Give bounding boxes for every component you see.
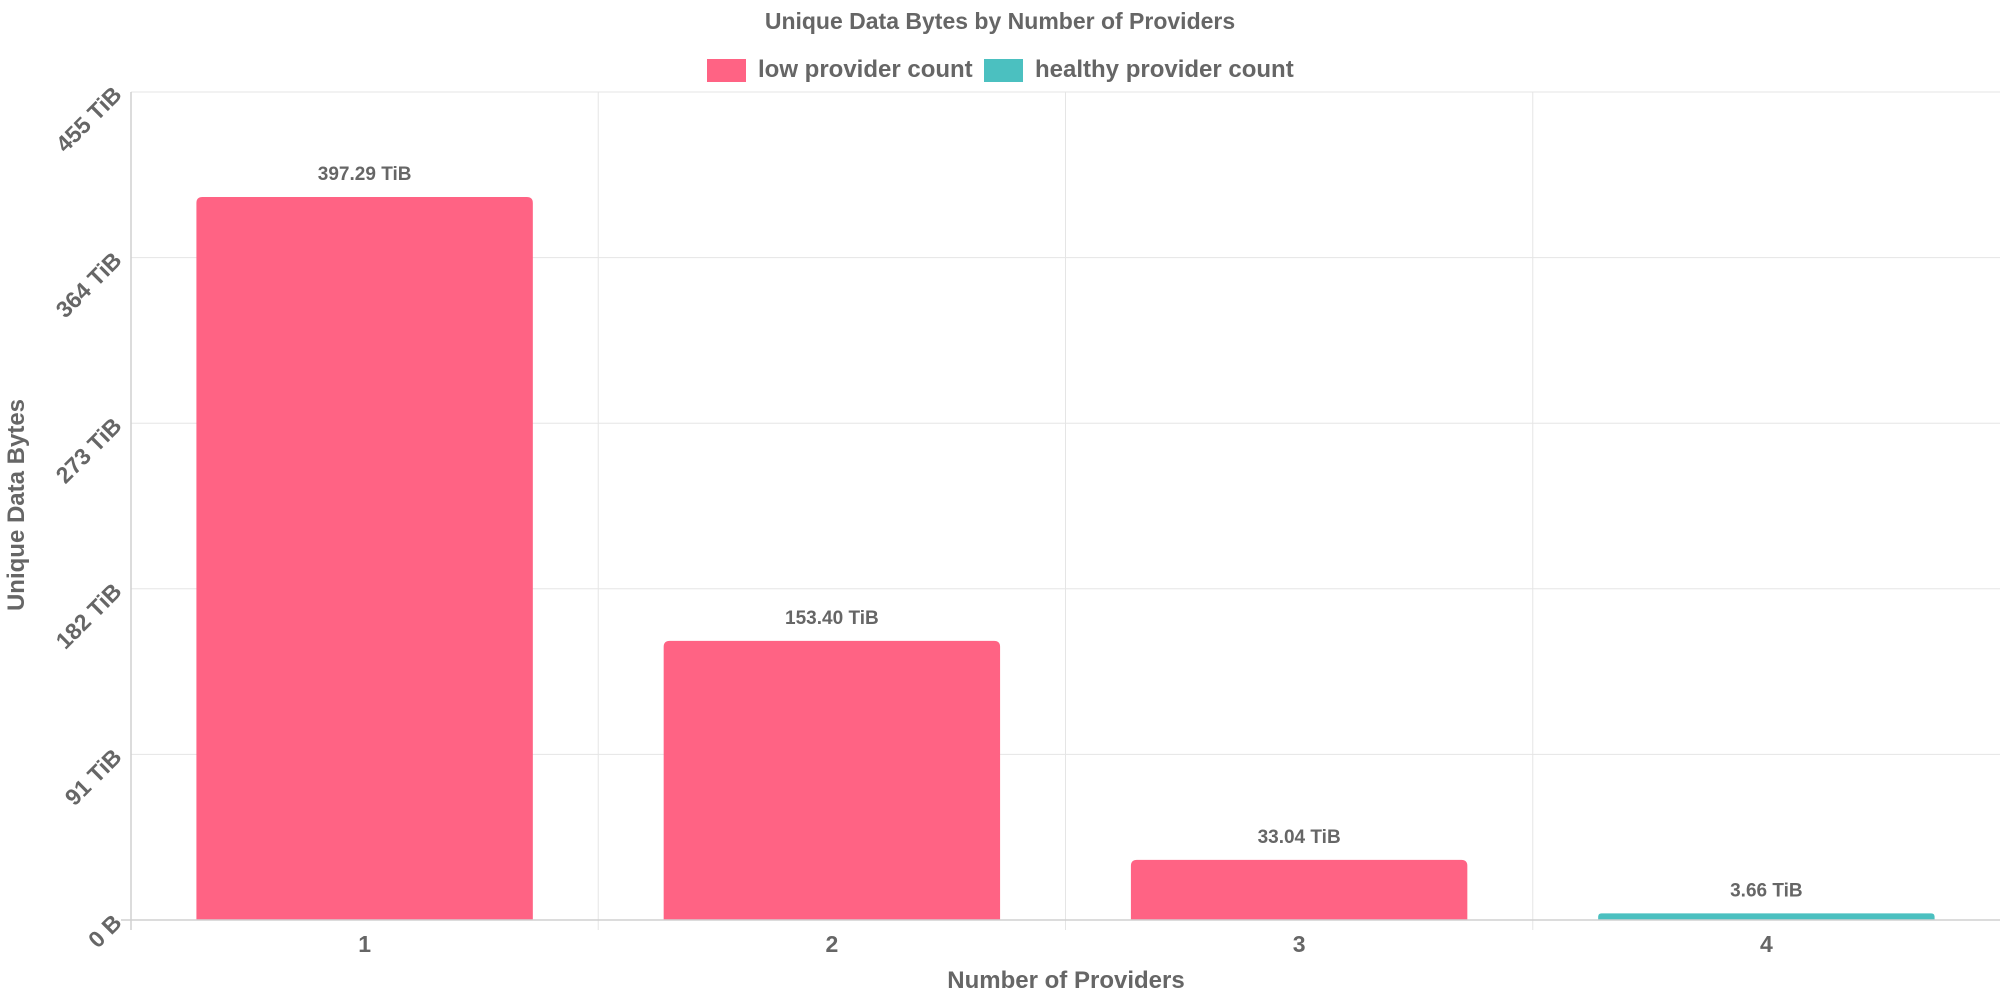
- x-tick-1: 1: [358, 931, 371, 957]
- y-axis-title: Unique Data Bytes: [3, 399, 30, 611]
- legend-label-low-provider-count[interactable]: low provider count: [758, 56, 973, 83]
- x-tick-2: 2: [825, 931, 838, 957]
- axes: [121, 92, 2000, 930]
- legend: low provider count healthy provider coun…: [707, 56, 1294, 83]
- bar-4[interactable]: [1598, 913, 1935, 920]
- y-tick-3: 273 TiB: [51, 412, 127, 488]
- x-axis-ticks: 1 2 3 4: [358, 931, 1773, 957]
- y-tick-4: 364 TiB: [51, 247, 127, 323]
- legend-swatch-healthy-provider-count[interactable]: [984, 59, 1023, 82]
- x-axis-title: Number of Providers: [947, 967, 1184, 994]
- chart-title: Unique Data Bytes by Number of Providers: [765, 8, 1235, 34]
- y-tick-2: 182 TiB: [51, 578, 127, 654]
- x-tick-3: 3: [1293, 931, 1306, 957]
- bars: [196, 197, 1935, 920]
- data-label-1: 397.29 TiB: [318, 164, 412, 185]
- y-tick-5: 455 TiB: [51, 81, 127, 157]
- bar-1[interactable]: [196, 197, 533, 920]
- legend-swatch-low-provider-count[interactable]: [707, 59, 746, 82]
- y-tick-1: 91 TiB: [60, 744, 127, 811]
- data-label-3: 33.04 TiB: [1258, 827, 1341, 848]
- data-label-4: 3.66 TiB: [1730, 880, 1803, 901]
- x-tick-4: 4: [1760, 931, 1773, 957]
- bar-3[interactable]: [1130, 859, 1468, 920]
- bar-2[interactable]: [663, 640, 1001, 920]
- legend-label-healthy-provider-count[interactable]: healthy provider count: [1035, 56, 1294, 83]
- y-axis-ticks: 0 B 91 TiB 182 TiB 273 TiB 364 TiB 455 TiB: [51, 81, 127, 953]
- y-tick-0: 0 B: [83, 909, 127, 953]
- data-label-2: 153.40 TiB: [785, 608, 879, 629]
- data-labels: 397.29 TiB 153.40 TiB 33.04 TiB 3.66 TiB: [318, 164, 1803, 901]
